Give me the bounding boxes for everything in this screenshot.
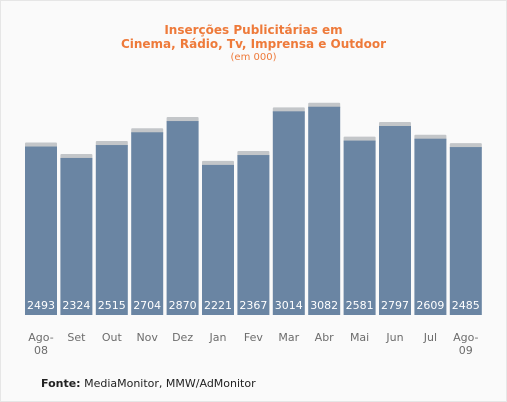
tick-label: Out — [102, 331, 123, 344]
data-label: 2367 — [239, 299, 267, 312]
source-note: Fonte: MediaMonitor, MMW/AdMonitor — [41, 377, 256, 390]
data-label: 3082 — [310, 299, 338, 312]
bar — [379, 125, 411, 316]
tick-label: Nov — [136, 331, 158, 344]
tick-label: Fev — [244, 331, 263, 344]
bar — [25, 146, 57, 315]
data-label: 2485 — [452, 299, 480, 312]
bar — [166, 121, 199, 315]
tick-label: Ago- — [28, 331, 53, 344]
tick-label: Set — [67, 331, 86, 344]
chart-title-line-1: Inserções Publicitárias em — [164, 23, 343, 37]
bar — [131, 132, 164, 315]
bar — [60, 157, 93, 315]
tick-label: Dez — [172, 331, 193, 344]
bar — [95, 145, 128, 315]
chart-title-block: Inserções Publicitárias em Cinema, Rádio… — [1, 23, 506, 64]
data-label: 3014 — [275, 299, 303, 312]
data-label: 2515 — [98, 299, 126, 312]
data-label: 2704 — [133, 299, 161, 312]
bar — [343, 140, 376, 315]
chart-title-line-2: Cinema, Rádio, Tv, Imprensa e Outdoor — [120, 37, 387, 51]
tick-label: Ago- — [453, 331, 478, 344]
bar — [449, 147, 482, 315]
data-label: 2609 — [416, 299, 444, 312]
tick-label: Abr — [315, 331, 335, 344]
tick-label: 08 — [34, 344, 48, 357]
data-label: 2797 — [381, 299, 409, 312]
tick-label: Mar — [278, 331, 299, 344]
data-label: 2870 — [169, 299, 197, 312]
source-label: Fonte: — [41, 377, 81, 390]
data-label: 2324 — [62, 299, 90, 312]
bar — [202, 164, 234, 315]
bar — [414, 138, 447, 315]
tick-label: 09 — [459, 344, 473, 357]
tick-label: Jul — [423, 331, 437, 344]
bar — [272, 111, 305, 316]
tick-label: Jun — [385, 331, 403, 344]
chart-subtitle: (em 000) — [230, 52, 277, 63]
tick-label: Jan — [209, 331, 227, 344]
data-label: 2221 — [204, 299, 232, 312]
data-label: 2581 — [346, 299, 374, 312]
source-text: MediaMonitor, MMW/AdMonitor — [84, 377, 256, 390]
tick-label: Mai — [350, 331, 369, 344]
data-label: 2493 — [27, 299, 55, 312]
bar — [237, 155, 270, 315]
bar — [308, 106, 341, 316]
